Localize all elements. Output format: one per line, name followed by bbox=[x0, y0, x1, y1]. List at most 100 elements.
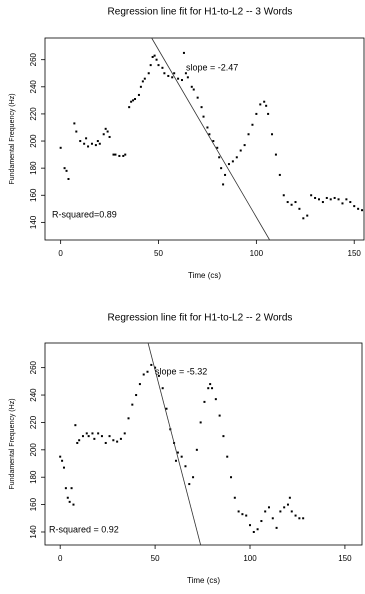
point bbox=[63, 167, 66, 170]
point bbox=[79, 140, 82, 143]
point bbox=[353, 205, 356, 208]
point bbox=[76, 441, 79, 444]
point bbox=[294, 201, 297, 204]
y-tick-label: 220 bbox=[29, 415, 38, 429]
point bbox=[85, 432, 88, 435]
y-tick-label: 160 bbox=[29, 497, 38, 511]
point bbox=[139, 85, 142, 88]
point bbox=[78, 439, 81, 442]
point bbox=[131, 403, 134, 406]
point bbox=[68, 500, 71, 503]
point bbox=[357, 207, 360, 210]
point bbox=[196, 96, 199, 99]
point bbox=[106, 130, 109, 133]
point bbox=[255, 112, 258, 115]
point bbox=[143, 77, 146, 80]
point bbox=[119, 437, 122, 440]
point bbox=[112, 153, 115, 156]
point bbox=[361, 209, 364, 212]
point bbox=[243, 144, 246, 147]
point bbox=[337, 198, 340, 201]
point bbox=[186, 76, 189, 79]
point bbox=[230, 476, 233, 479]
annotation: slope = -5.32 bbox=[155, 366, 207, 376]
point bbox=[231, 160, 234, 163]
point bbox=[298, 207, 301, 210]
point bbox=[67, 177, 70, 180]
point bbox=[87, 145, 90, 148]
x-axis-label: Time (cs) bbox=[187, 576, 220, 585]
point bbox=[59, 146, 62, 149]
point bbox=[237, 510, 240, 513]
point bbox=[157, 64, 160, 67]
point bbox=[251, 123, 254, 126]
point bbox=[298, 517, 301, 520]
point bbox=[341, 202, 344, 205]
point bbox=[167, 74, 170, 77]
y-tick-label: 200 bbox=[29, 443, 38, 457]
point bbox=[102, 133, 105, 136]
point bbox=[104, 441, 107, 444]
point bbox=[199, 421, 202, 424]
point bbox=[142, 373, 145, 376]
point bbox=[302, 517, 305, 520]
point bbox=[271, 133, 274, 136]
point bbox=[202, 115, 205, 118]
point bbox=[130, 100, 133, 103]
point bbox=[100, 435, 103, 438]
point bbox=[180, 455, 183, 458]
y-tick-label: 260 bbox=[29, 360, 38, 374]
point bbox=[161, 387, 164, 390]
point bbox=[247, 133, 250, 136]
point bbox=[218, 414, 221, 417]
point bbox=[286, 201, 289, 204]
point bbox=[151, 55, 154, 58]
point bbox=[70, 487, 73, 490]
annotation: R-squared=0.89 bbox=[52, 209, 117, 219]
chart-title: Regression line fit for H1-to-L2 -- 3 Wo… bbox=[108, 7, 293, 18]
y-tick-label: 140 bbox=[29, 215, 38, 229]
point bbox=[333, 196, 336, 199]
point bbox=[222, 435, 225, 438]
point bbox=[271, 517, 274, 520]
point bbox=[93, 437, 96, 440]
point bbox=[329, 198, 332, 201]
x-tick-label: 50 bbox=[151, 554, 160, 563]
point bbox=[112, 439, 115, 442]
point bbox=[233, 496, 236, 499]
point bbox=[83, 142, 86, 145]
point bbox=[128, 106, 131, 109]
point bbox=[147, 72, 150, 75]
y-axis-label: Fundamental Frequency (Hz) bbox=[9, 398, 16, 489]
point bbox=[317, 198, 320, 201]
y-axis-label: Fundamental Frequency (Hz) bbox=[9, 93, 16, 184]
point bbox=[321, 201, 324, 204]
point bbox=[302, 217, 305, 220]
y-tick-label: 220 bbox=[29, 107, 38, 121]
point bbox=[75, 130, 78, 133]
y-tick-label: 160 bbox=[29, 188, 38, 202]
point bbox=[306, 214, 309, 217]
point bbox=[265, 104, 268, 107]
point bbox=[214, 398, 217, 401]
point bbox=[252, 530, 255, 533]
point bbox=[227, 163, 230, 166]
point bbox=[87, 435, 90, 438]
point bbox=[153, 54, 156, 57]
point bbox=[283, 506, 286, 509]
point bbox=[241, 513, 244, 516]
point bbox=[135, 394, 138, 397]
x-tick-label: 50 bbox=[154, 249, 163, 258]
point bbox=[314, 196, 317, 199]
point bbox=[310, 194, 313, 197]
chart-title: Regression line fit for H1-to-L2 -- 2 Wo… bbox=[108, 313, 293, 324]
x-tick-label: 150 bbox=[338, 554, 352, 563]
point bbox=[81, 435, 84, 438]
point bbox=[188, 483, 191, 486]
y-tick-label: 140 bbox=[29, 525, 38, 539]
point bbox=[174, 459, 177, 462]
point bbox=[192, 88, 195, 91]
point bbox=[62, 466, 65, 469]
point bbox=[345, 198, 348, 201]
point bbox=[157, 374, 160, 377]
